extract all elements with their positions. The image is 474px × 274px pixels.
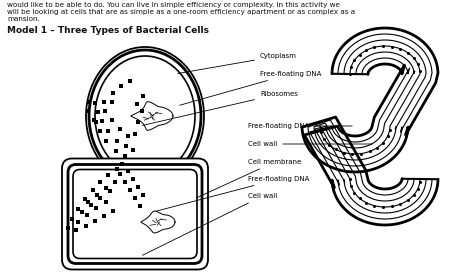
Text: Free-floating DNA: Free-floating DNA bbox=[248, 123, 352, 129]
Text: Model 1 – Three Types of Bacterial Cells: Model 1 – Three Types of Bacterial Cells bbox=[7, 26, 209, 35]
Text: Cell wall: Cell wall bbox=[248, 141, 372, 147]
Text: Cell membrane: Cell membrane bbox=[197, 159, 301, 198]
Text: Cytoplasm: Cytoplasm bbox=[178, 53, 297, 73]
Text: Ribosomes: Ribosomes bbox=[143, 91, 298, 125]
Text: Cell wall: Cell wall bbox=[143, 193, 277, 255]
Text: mansion.: mansion. bbox=[7, 16, 40, 22]
Text: would like to be able to do. You can live in simple efficiency or complexity. In: would like to be able to do. You can liv… bbox=[7, 2, 340, 8]
Ellipse shape bbox=[95, 56, 195, 176]
Text: Free-floating DNA: Free-floating DNA bbox=[180, 71, 321, 105]
Text: Free-floating DNA: Free-floating DNA bbox=[155, 176, 310, 211]
FancyBboxPatch shape bbox=[73, 170, 197, 258]
FancyBboxPatch shape bbox=[62, 158, 208, 270]
Text: will be looking at cells that are as simple as a one-room efficiency apartment o: will be looking at cells that are as sim… bbox=[7, 9, 355, 15]
FancyBboxPatch shape bbox=[68, 164, 202, 264]
Ellipse shape bbox=[89, 50, 201, 182]
